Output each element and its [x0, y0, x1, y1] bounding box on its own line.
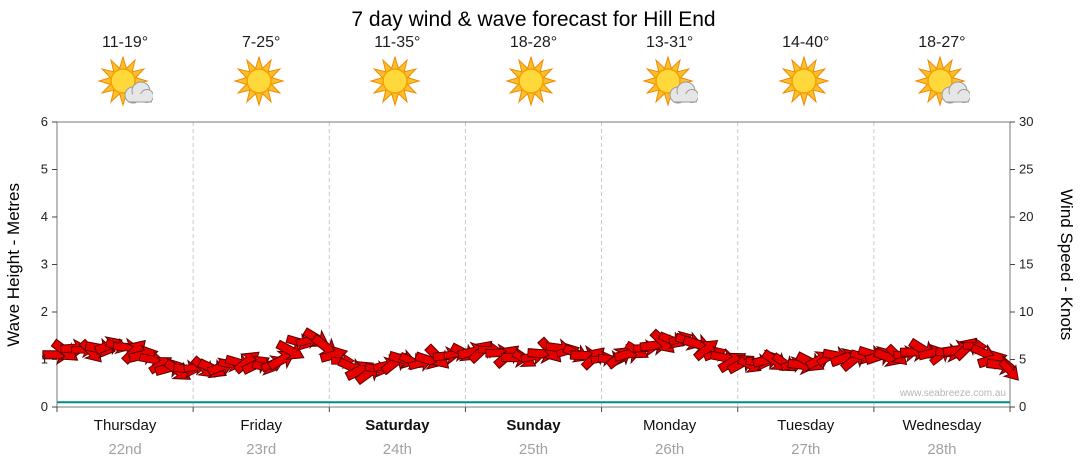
day-label-saturday: Saturday 24th [329, 417, 465, 458]
left-tick-label: 1 [41, 352, 48, 367]
day-summary-tuesday: 14-40° [738, 34, 874, 111]
day-name: Tuesday [777, 417, 835, 434]
day-date: 26th [655, 441, 685, 458]
temp-range: 13-31° [645, 34, 694, 51]
left-axis-title-wrap: Wave Height - Metres [4, 122, 24, 407]
day-date: 28th [927, 441, 957, 458]
sun-disc [927, 68, 953, 94]
sun-disc [382, 68, 409, 94]
day-date: 27th [791, 441, 821, 458]
day-summary-thursday: 11-19° [57, 34, 193, 111]
wind-speed-axis-label: Wind Speed - Knots [1057, 188, 1076, 341]
sun-disc [518, 68, 545, 94]
left-tick-label: 0 [41, 399, 48, 414]
sun-icon [778, 55, 830, 107]
day-name: Monday [642, 417, 697, 434]
day-summary-friday: 7-25° [193, 34, 329, 111]
wave-height-axis-label: Wave Height - Metres [4, 182, 23, 347]
left-tick-label: 4 [41, 209, 48, 224]
temp-range: 11-35° [374, 34, 421, 51]
temp-range: 11-19° [102, 34, 149, 51]
day-name: Thursday [93, 417, 157, 434]
day-name: Sunday [506, 417, 561, 434]
day-date: 22nd [108, 441, 142, 458]
day-date: 24th [382, 441, 412, 458]
day-date: 23rd [246, 441, 277, 458]
sun-disc [110, 68, 136, 94]
cloud [941, 81, 970, 104]
wind-arrow-shape [266, 350, 296, 371]
wind-arrow [266, 350, 296, 371]
day-date: 25th [518, 441, 549, 458]
chart-title: 7 day wind & wave forecast for Hill End [351, 8, 716, 31]
sun-disc [791, 68, 817, 94]
right-axis-title-wrap: Wind Speed - Knots [1056, 122, 1076, 407]
wind-arrow [998, 358, 1019, 381]
wind-arrow-shape [319, 345, 349, 365]
day-name: Saturday [365, 417, 430, 434]
sun-cloud-icon [641, 55, 698, 107]
wind-arrow [319, 345, 349, 365]
temp-range: 7-25° [242, 34, 281, 51]
day-name: Friday [240, 417, 283, 434]
sun-icon [233, 55, 285, 107]
x-axis-day-labels: Thursday 22nd Friday 23rd Saturday 24th Sunday… [57, 417, 1010, 458]
day-summary-sunday: 18-28° [465, 34, 601, 111]
right-tick-label: 15 [1019, 257, 1033, 272]
day-summary-wednesday: 18-27° [874, 34, 1010, 111]
left-tick-label: 2 [41, 304, 48, 319]
right-tick-label: 10 [1019, 304, 1033, 319]
day-name: Wednesday [902, 417, 982, 434]
day-label-thursday: Thursday 22nd [57, 417, 193, 458]
right-tick-label: 20 [1019, 209, 1033, 224]
temp-range: 14-40° [782, 34, 830, 51]
left-tick-label: 3 [41, 257, 48, 272]
wind-arrow-shape [275, 339, 305, 360]
day-label-wednesday: Wednesday 28th [874, 417, 1010, 458]
day-label-tuesday: Tuesday 27th [738, 417, 874, 458]
sun-cloud-icon [914, 55, 970, 107]
wind-arrow [275, 339, 305, 360]
temp-range: 18-28° [509, 34, 558, 51]
daily-summary-row: 11-19° 7-25° 11-35° 18-28° 13-31° 14-40° 18-27… [57, 34, 1010, 111]
right-tick-label: 30 [1019, 114, 1033, 129]
temp-range: 18-27° [918, 34, 966, 51]
day-label-friday: Friday 23rd [193, 417, 329, 458]
right-tick-label: 25 [1019, 162, 1033, 177]
day-label-monday: Monday 26th [602, 417, 738, 458]
sun-cloud-icon [97, 55, 154, 107]
sun-icon [505, 55, 558, 107]
sun-disc [654, 68, 681, 94]
day-summary-monday: 13-31° [602, 34, 738, 111]
sun-disc [246, 68, 272, 94]
right-tick-label: 5 [1019, 352, 1026, 367]
day-summary-saturday: 11-35° [329, 34, 465, 111]
cloud [124, 81, 154, 104]
sun-icon [369, 55, 422, 107]
day-label-sunday: Sunday 25th [465, 417, 601, 458]
right-tick-label: 0 [1019, 399, 1026, 414]
left-tick-label: 5 [41, 162, 48, 177]
cloud [669, 81, 698, 104]
watermark: www.seabreeze.com.au [899, 388, 1006, 399]
left-tick-label: 6 [41, 114, 48, 129]
wind-arrow-shape [998, 358, 1019, 381]
